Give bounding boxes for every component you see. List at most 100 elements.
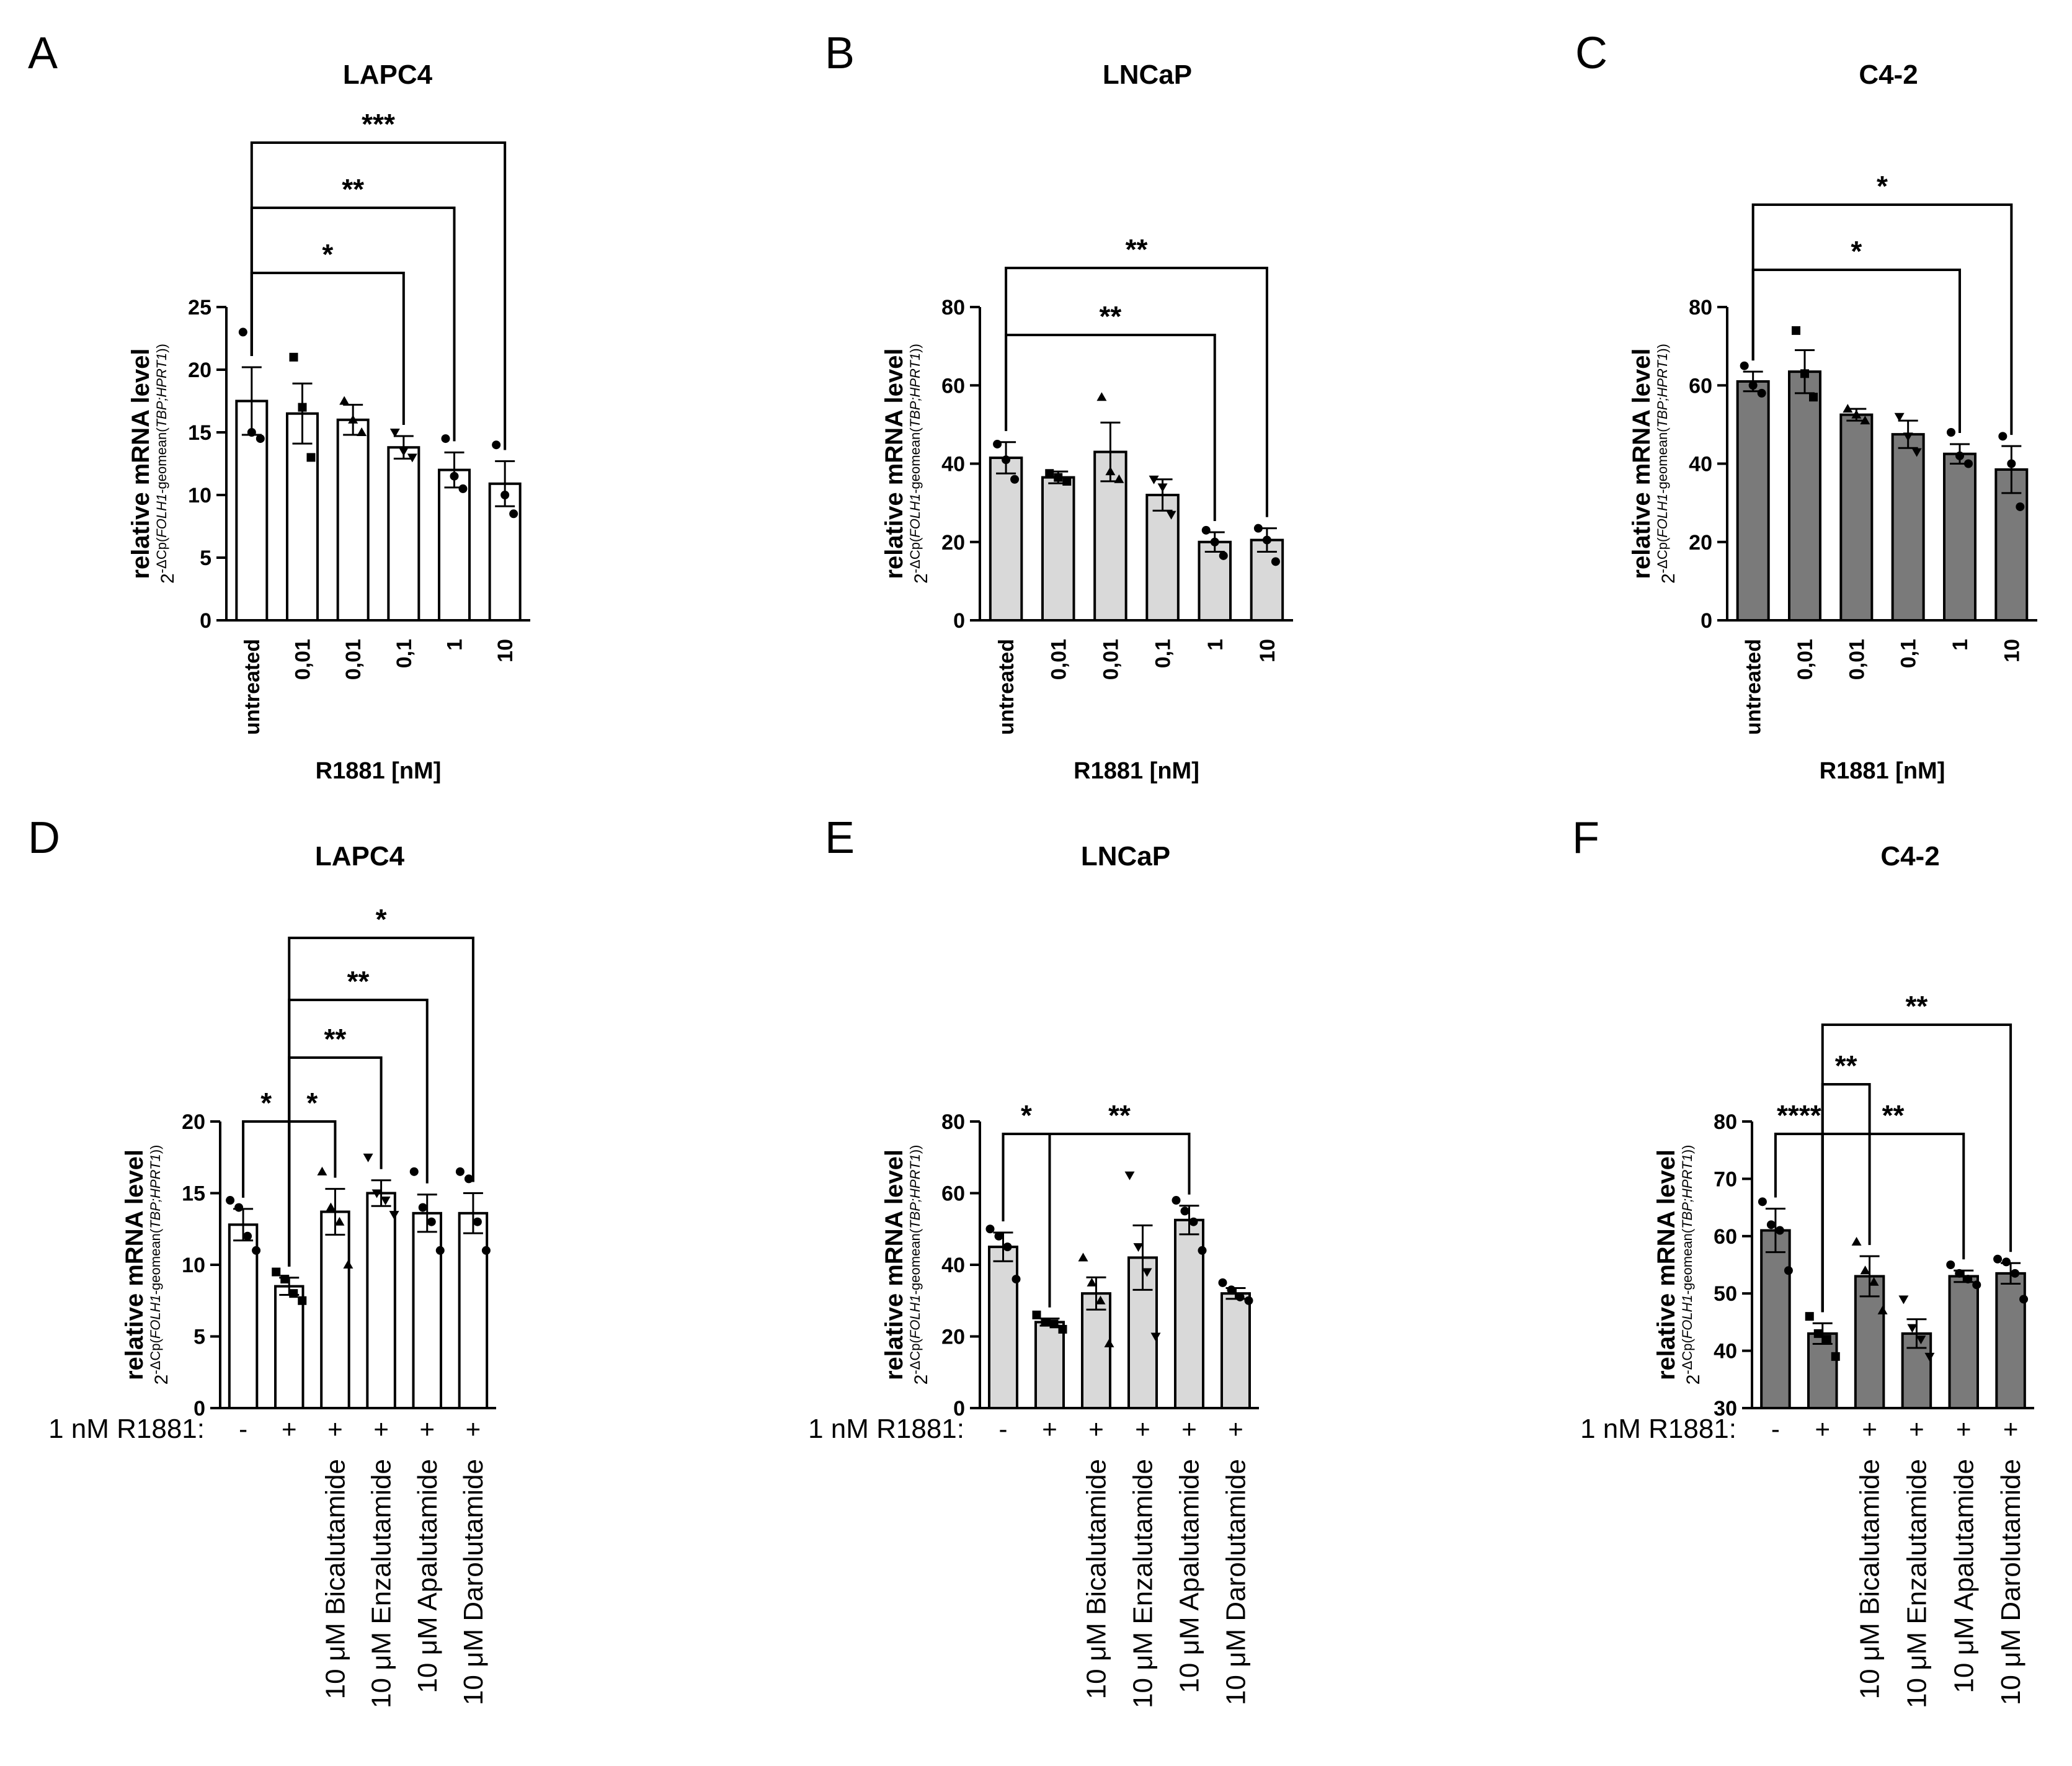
x-category-label: 1 xyxy=(1204,639,1227,651)
data-point xyxy=(1149,475,1159,484)
panel-letter: A xyxy=(28,29,58,78)
r1881-flag: + xyxy=(1956,1414,1972,1443)
y-tick-label: 15 xyxy=(182,1182,205,1206)
y-tick-label: 60 xyxy=(1689,374,1712,398)
y-tick-label: 60 xyxy=(941,1182,965,1206)
y-tick-label: 50 xyxy=(1714,1282,1737,1306)
bar xyxy=(1221,1292,1251,1409)
data-point xyxy=(1227,1285,1236,1295)
significance-label: ** xyxy=(1108,1099,1131,1131)
bar xyxy=(1948,1275,1979,1409)
data-point xyxy=(348,414,358,424)
r1881-flag: + xyxy=(2003,1414,2019,1443)
y-tick-label: 20 xyxy=(941,531,965,555)
data-point xyxy=(1860,1265,1870,1275)
panel-d: D LAPC4 0 5 10 15 20 relative mRNA level 2-ΔCp(F… xyxy=(28,813,496,1708)
data-point xyxy=(2019,1295,2029,1304)
data-point xyxy=(1784,1266,1793,1275)
significance-label: ** xyxy=(347,965,370,997)
y-axis-label: relative mRNA level xyxy=(881,1149,908,1380)
x-category-label: 1 xyxy=(443,639,467,651)
panel-letter: C xyxy=(1575,29,1607,78)
x-category-label: untreated xyxy=(241,639,264,735)
r1881-flag: + xyxy=(419,1414,435,1443)
r1881-flag: + xyxy=(1181,1414,1197,1443)
data-point xyxy=(306,453,316,462)
x-category-label: 0,1 xyxy=(393,639,416,668)
data-point xyxy=(1078,1252,1088,1262)
bar xyxy=(320,1210,350,1410)
data-point xyxy=(1851,409,1862,419)
data-point xyxy=(481,1246,491,1255)
y-tick-label: 70 xyxy=(1714,1167,1737,1191)
y-tick-label: 40 xyxy=(941,453,965,476)
data-point xyxy=(389,429,400,437)
data-point xyxy=(289,352,298,362)
data-point xyxy=(1822,1335,1831,1344)
data-point xyxy=(326,1202,336,1211)
y-tick-label: 80 xyxy=(1714,1110,1737,1134)
data-point xyxy=(1219,551,1228,560)
data-point xyxy=(1105,466,1116,476)
data-point xyxy=(343,1260,353,1269)
r1881-flag: + xyxy=(282,1414,297,1443)
data-point xyxy=(1133,1243,1144,1252)
x-category-label: 10 μM Bicalutamide xyxy=(1855,1459,1885,1699)
bar xyxy=(286,412,319,622)
data-point xyxy=(1049,1319,1059,1329)
y-axis-label: relative mRNA level xyxy=(1628,348,1655,579)
data-point xyxy=(226,1196,235,1205)
significance-label: ** xyxy=(1882,1099,1905,1131)
data-point xyxy=(280,1275,290,1284)
data-point xyxy=(1058,1324,1067,1334)
data-point xyxy=(1142,1268,1152,1277)
data-point xyxy=(1244,1296,1253,1305)
panel-letter: F xyxy=(1572,813,1599,863)
r1881-row-label: 1 nM R1881: xyxy=(48,1414,205,1444)
r1881-flag: + xyxy=(466,1414,481,1443)
bar xyxy=(1891,433,1925,622)
data-point xyxy=(1903,432,1913,442)
data-point xyxy=(1166,511,1176,520)
y-tick-label: 0 xyxy=(1701,609,1712,633)
x-category-label: 1 xyxy=(1949,639,1972,651)
data-point xyxy=(993,439,1002,448)
panel-f: F C4-2 30 40 50 60 70 80 relative mRNA level 2-ΔC… xyxy=(1572,813,2034,1708)
data-point xyxy=(464,1174,473,1184)
data-point xyxy=(1775,1226,1784,1235)
data-point xyxy=(1946,1260,1955,1269)
data-point xyxy=(500,491,510,499)
data-point xyxy=(1096,392,1107,401)
r1881-flag: + xyxy=(1909,1414,1924,1443)
x-category-label: 10 μM Apalutamide xyxy=(412,1459,443,1693)
y-axis-sublabel: 2-ΔCp(FOLH1-geomean(TBP;HPRT1)) xyxy=(907,344,932,584)
data-point xyxy=(450,471,459,481)
data-point xyxy=(455,1167,465,1176)
r1881-flag: + xyxy=(1862,1414,1877,1443)
data-point xyxy=(1805,1312,1814,1321)
data-point xyxy=(317,1166,327,1175)
y-tick-label: 5 xyxy=(193,1326,205,1349)
r1881-flag: + xyxy=(327,1414,343,1443)
significance-bracket xyxy=(1751,203,2013,435)
y-axis-label: relative mRNA level xyxy=(1653,1149,1680,1380)
data-point xyxy=(238,328,247,337)
data-point xyxy=(2002,1257,2011,1267)
data-point xyxy=(1262,535,1271,545)
y-tick-label: 10 xyxy=(188,484,211,507)
y-tick-label: 20 xyxy=(1689,531,1712,555)
panel-e: E LNCaP 0 20 40 60 80 relative mRNA level 2-ΔCp(… xyxy=(808,813,1259,1708)
significance-bracket xyxy=(250,272,405,426)
data-point xyxy=(1998,432,2008,441)
significance-label: * xyxy=(260,1087,272,1119)
panel-a: A LAPC4 0 5 10 15 20 25 relative mRNA level 2-ΔCp… xyxy=(28,29,530,784)
data-point xyxy=(1924,1352,1935,1362)
data-point xyxy=(418,1203,427,1212)
x-category-label: 0,01 xyxy=(1794,639,1817,680)
significance-label: * xyxy=(322,238,333,270)
x-category-label: 0,01 xyxy=(1845,639,1869,680)
significance-bracket xyxy=(1821,1133,1965,1313)
data-point xyxy=(1972,1280,1981,1290)
y-tick-label: 20 xyxy=(188,359,211,382)
